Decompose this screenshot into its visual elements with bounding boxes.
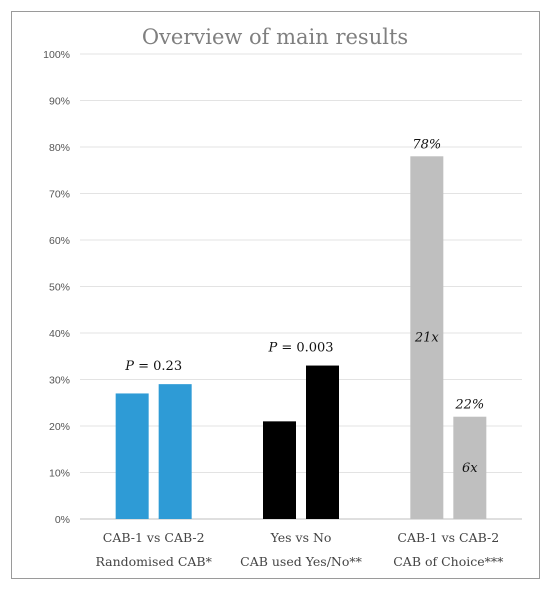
y-tick-label: 30% bbox=[49, 375, 70, 387]
category-label: CAB-1 vs CAB-2 bbox=[103, 530, 205, 545]
p-value-annotation: P = 0.23 bbox=[124, 359, 182, 374]
y-tick-label: 80% bbox=[49, 142, 70, 154]
category-label: Yes vs No bbox=[270, 530, 332, 545]
y-tick-label: 0% bbox=[55, 514, 70, 526]
chart-title: Overview of main results bbox=[142, 25, 408, 49]
bar bbox=[158, 384, 192, 519]
y-tick-label: 100% bbox=[43, 49, 70, 61]
bar bbox=[453, 416, 487, 519]
category-labels: CAB-1 vs CAB-2 Randomised CAB* Yes vs No CA… bbox=[95, 530, 504, 569]
gridlines bbox=[80, 53, 522, 520]
bar-value-label: 22% bbox=[454, 398, 484, 413]
y-tick-label: 70% bbox=[49, 189, 70, 201]
y-tick-label: 60% bbox=[49, 235, 70, 247]
category-sublabel: CAB used Yes/No** bbox=[240, 554, 362, 569]
bar-value-label: 78% bbox=[412, 137, 441, 152]
annotations: P = 0.23 P = 0.003 78% 21x 22% 6x bbox=[124, 137, 484, 476]
bar-inner-label: 6x bbox=[462, 461, 478, 476]
y-tick-label: 50% bbox=[49, 282, 70, 294]
bars bbox=[115, 156, 487, 520]
y-tick-label: 10% bbox=[49, 468, 70, 480]
y-tick-label: 20% bbox=[49, 421, 70, 433]
y-tick-label: 40% bbox=[49, 328, 70, 340]
bar bbox=[115, 393, 149, 519]
bar bbox=[306, 365, 339, 519]
y-tick-labels: 0% 10% 20% 30% 40% 50% 60% 70% 80% 90% 100% bbox=[43, 49, 70, 526]
category-label: CAB-1 vs CAB-2 bbox=[397, 530, 499, 545]
bar-inner-label: 21x bbox=[414, 331, 440, 346]
bar bbox=[410, 156, 444, 520]
category-sublabel: Randomised CAB* bbox=[95, 554, 212, 569]
bar bbox=[263, 421, 296, 519]
y-tick-label: 90% bbox=[49, 96, 70, 108]
p-value-annotation: P = 0.003 bbox=[267, 341, 333, 356]
category-sublabel: CAB of Choice*** bbox=[393, 554, 504, 569]
